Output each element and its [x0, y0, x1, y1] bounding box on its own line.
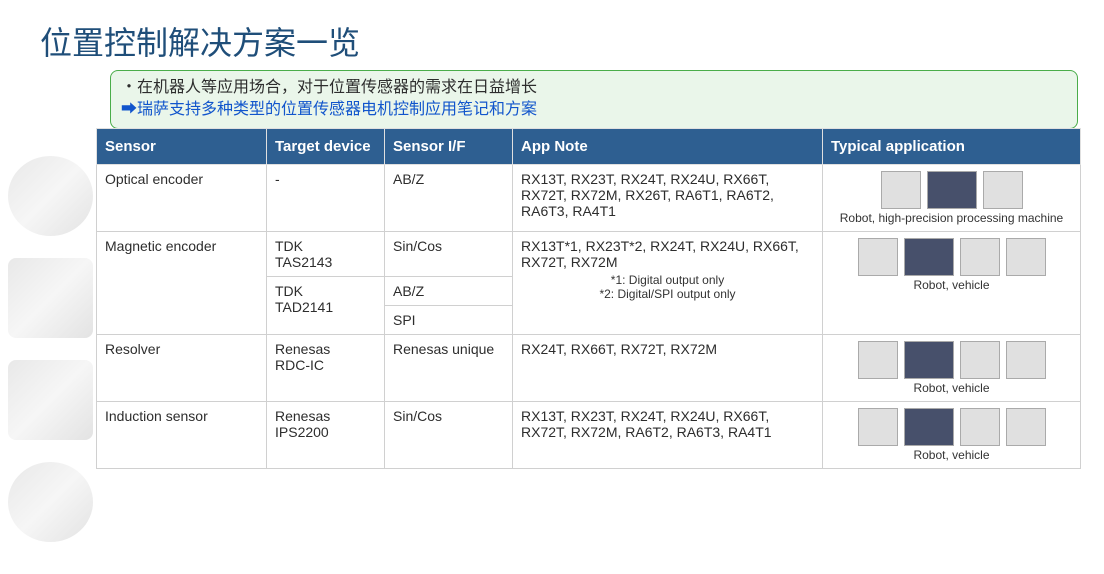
- slide-title: 位置控制解决方案一览: [40, 18, 360, 64]
- resolver-image: [8, 360, 93, 440]
- machine-icon: [904, 408, 954, 446]
- bicycle-icon: [1006, 341, 1046, 379]
- machine-icon: [904, 341, 954, 379]
- th-target: Target device: [267, 129, 385, 165]
- cell-target: Renesas IPS2200: [267, 402, 385, 469]
- cell-note: RX13T, RX23T, RX24T, RX24U, RX66T, RX72T…: [513, 402, 823, 469]
- cell-note: RX13T*1, RX23T*2, RX24T, RX24U, RX66T, R…: [513, 232, 823, 335]
- table-header-row: Sensor Target device Sensor I/F App Note…: [97, 129, 1081, 165]
- app-icons: [831, 408, 1072, 446]
- machine-icon: [904, 238, 954, 276]
- cell-app: Robot, high-precision processing machine: [823, 165, 1081, 232]
- cell-if: AB/Z: [385, 277, 513, 306]
- humanoid-icon: [960, 341, 1000, 379]
- table-row: Resolver Renesas RDC-IC Renesas unique R…: [97, 335, 1081, 402]
- magnetic-encoder-image: [8, 258, 93, 338]
- cell-target: TDK TAS2143: [267, 232, 385, 277]
- th-sensor: Sensor: [97, 129, 267, 165]
- humanoid-icon: [960, 408, 1000, 446]
- robot-arm-icon: [881, 171, 921, 209]
- note-text: RX13T*1, RX23T*2, RX24T, RX24U, RX66T, R…: [521, 238, 799, 270]
- cell-note: RX13T, RX23T, RX24T, RX24U, RX66T, RX72T…: [513, 165, 823, 232]
- cell-if: Renesas unique: [385, 335, 513, 402]
- robot-arm-icon: [858, 238, 898, 276]
- th-note: App Note: [513, 129, 823, 165]
- induction-sensor-image: [8, 462, 93, 542]
- machine-icon: [927, 171, 977, 209]
- bicycle-icon: [1006, 238, 1046, 276]
- humanoid-icon: [960, 238, 1000, 276]
- cell-note: RX24T, RX66T, RX72T, RX72M: [513, 335, 823, 402]
- cell-if: SPI: [385, 306, 513, 335]
- cell-target: Renesas RDC-IC: [267, 335, 385, 402]
- app-icons: [831, 171, 1072, 209]
- left-sensor-images: [8, 156, 93, 542]
- table-row: Induction sensor Renesas IPS2200 Sin/Cos…: [97, 402, 1081, 469]
- th-app: Typical application: [823, 129, 1081, 165]
- app-caption: Robot, vehicle: [831, 278, 1072, 292]
- cell-if: AB/Z: [385, 165, 513, 232]
- intro-box: ・在机器人等应用场合，对于位置传感器的需求在日益增长 ➡瑞萨支持多种类型的位置传…: [110, 70, 1078, 129]
- cell-sensor: Induction sensor: [97, 402, 267, 469]
- solution-table: Sensor Target device Sensor I/F App Note…: [96, 128, 1081, 469]
- th-if: Sensor I/F: [385, 129, 513, 165]
- cell-sensor: Resolver: [97, 335, 267, 402]
- app-caption: Robot, vehicle: [831, 381, 1072, 395]
- cell-sensor: Magnetic encoder: [97, 232, 267, 335]
- intro-line-1: ・在机器人等应用场合，对于位置传感器的需求在日益增长: [121, 77, 1067, 99]
- note-sub: *1: Digital output only *2: Digital/SPI …: [521, 273, 814, 301]
- optical-encoder-image: [8, 156, 93, 236]
- robot-arm-icon: [858, 341, 898, 379]
- cell-target: TDK TAD2141: [267, 277, 385, 335]
- app-icons: [831, 341, 1072, 379]
- cell-app: Robot, vehicle: [823, 402, 1081, 469]
- app-caption: Robot, high-precision processing machine: [831, 211, 1072, 225]
- bicycle-icon: [1006, 408, 1046, 446]
- precision-machine-icon: [983, 171, 1023, 209]
- cell-if: Sin/Cos: [385, 232, 513, 277]
- app-icons: [831, 238, 1072, 276]
- cell-app: Robot, vehicle: [823, 335, 1081, 402]
- intro-line-2: ➡瑞萨支持多种类型的位置传感器电机控制应用笔记和方案: [121, 99, 1067, 121]
- table-row: Magnetic encoder TDK TAS2143 Sin/Cos RX1…: [97, 232, 1081, 277]
- app-caption: Robot, vehicle: [831, 448, 1072, 462]
- cell-target: -: [267, 165, 385, 232]
- robot-arm-icon: [858, 408, 898, 446]
- table-row: Optical encoder - AB/Z RX13T, RX23T, RX2…: [97, 165, 1081, 232]
- cell-if: Sin/Cos: [385, 402, 513, 469]
- cell-sensor: Optical encoder: [97, 165, 267, 232]
- cell-app: Robot, vehicle: [823, 232, 1081, 335]
